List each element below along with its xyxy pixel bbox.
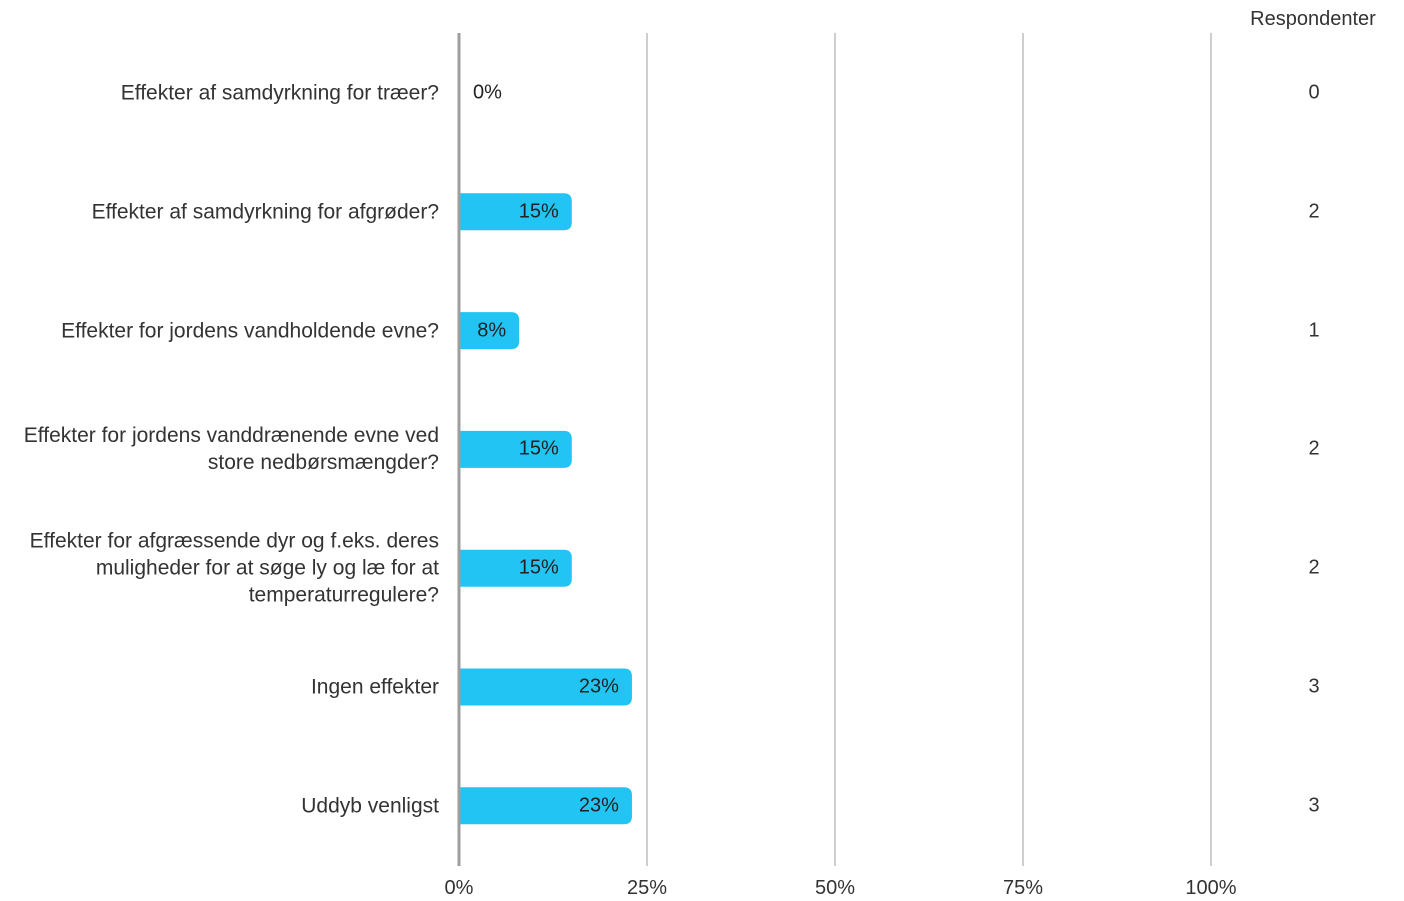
bar bbox=[459, 668, 632, 706]
x-tick-label: 25% bbox=[626, 877, 668, 899]
respondent-count: 3 bbox=[1308, 675, 1320, 698]
bar bbox=[459, 549, 572, 587]
respondent-count: 2 bbox=[1308, 200, 1320, 223]
respondent-count: 1 bbox=[1308, 319, 1320, 342]
bar-value-label: 8% bbox=[477, 319, 507, 342]
x-tick-label: 0% bbox=[444, 877, 474, 899]
bar-value-label: 23% bbox=[578, 794, 619, 817]
bar bbox=[459, 312, 520, 350]
x-tick-label: 75% bbox=[1002, 877, 1044, 899]
respondent-count: 3 bbox=[1308, 794, 1320, 817]
category-label: Effekter af samdyrkning for afgrøder? bbox=[91, 200, 439, 224]
bar-value-label: 15% bbox=[518, 556, 559, 579]
category-label: Effekter for jordens vandholdende evne? bbox=[61, 319, 439, 343]
respondent-count: 2 bbox=[1308, 437, 1320, 460]
category-label: Ingen effekter bbox=[310, 675, 439, 699]
x-tick-label: 100% bbox=[1185, 877, 1237, 899]
category-label: Uddyb venligst bbox=[301, 794, 439, 818]
bar-value-label: 15% bbox=[518, 437, 559, 460]
x-tick-label: 50% bbox=[814, 877, 856, 899]
bar-value-label: 15% bbox=[518, 200, 559, 223]
bar bbox=[459, 193, 572, 231]
respondent-count: 2 bbox=[1308, 556, 1320, 579]
category-label: Effekter for afgræssende dyr og f.eks. d… bbox=[29, 529, 439, 607]
category-label: Effekter af samdyrkning for træer? bbox=[120, 81, 439, 105]
bar-value-label: 0% bbox=[473, 81, 502, 104]
respondents-header: Respondenter bbox=[1250, 8, 1376, 30]
bar-value-label: 23% bbox=[578, 675, 619, 698]
respondent-count: 0 bbox=[1308, 81, 1320, 104]
category-label: Effekter for jordens vanddrænende evne v… bbox=[23, 424, 439, 475]
bar bbox=[459, 430, 572, 468]
bar bbox=[459, 787, 632, 825]
